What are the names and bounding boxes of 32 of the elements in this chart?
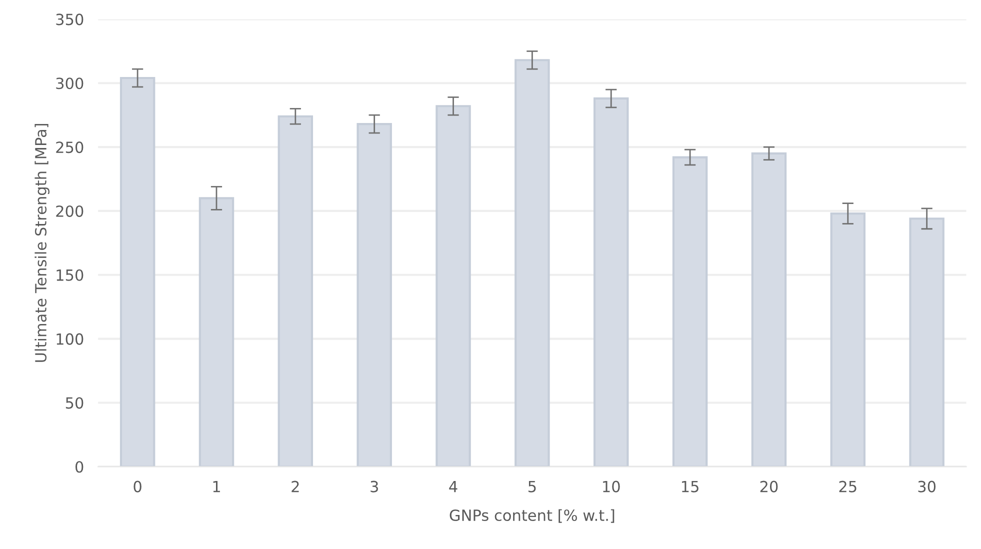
y-tick-label: 350 [56, 14, 84, 26]
bar [278, 115, 314, 467]
bar [198, 197, 234, 467]
bar [830, 212, 866, 467]
x-tick-label: 5 [528, 481, 536, 492]
bar [751, 152, 787, 467]
y-tick-label: 150 [56, 269, 84, 281]
x-tick-label: 10 [603, 480, 620, 492]
x-tick-label: 3 [370, 480, 378, 492]
bar [672, 156, 708, 467]
x-tick-label: 15 [682, 481, 698, 492]
bar [356, 123, 392, 467]
y-tick-label: 300 [56, 78, 84, 90]
bar [120, 76, 156, 467]
bar [436, 105, 471, 467]
y-tick-label: 0 [76, 461, 84, 473]
x-tick-label: 20 [760, 480, 778, 492]
y-axis-title: Ultimate Tensile Strength [MPa] [34, 124, 50, 362]
bar [909, 218, 944, 467]
y-tick-label: 250 [56, 142, 84, 154]
x-tick-label: 4 [449, 481, 458, 492]
bar [594, 97, 629, 467]
bar [514, 59, 550, 467]
x-tick-label: 1 [213, 481, 220, 492]
y-tick-label: 50 [66, 397, 84, 409]
y-tick-label: 200 [56, 205, 84, 217]
x-tick-label: 0 [134, 480, 142, 492]
x-tick-label: 30 [918, 480, 936, 492]
x-tick-label: 2 [292, 480, 299, 492]
x-axis-title: GNPs content [% w.t.] [450, 509, 614, 523]
y-tick-label: 100 [56, 333, 84, 345]
x-tick-label: 25 [839, 480, 856, 492]
